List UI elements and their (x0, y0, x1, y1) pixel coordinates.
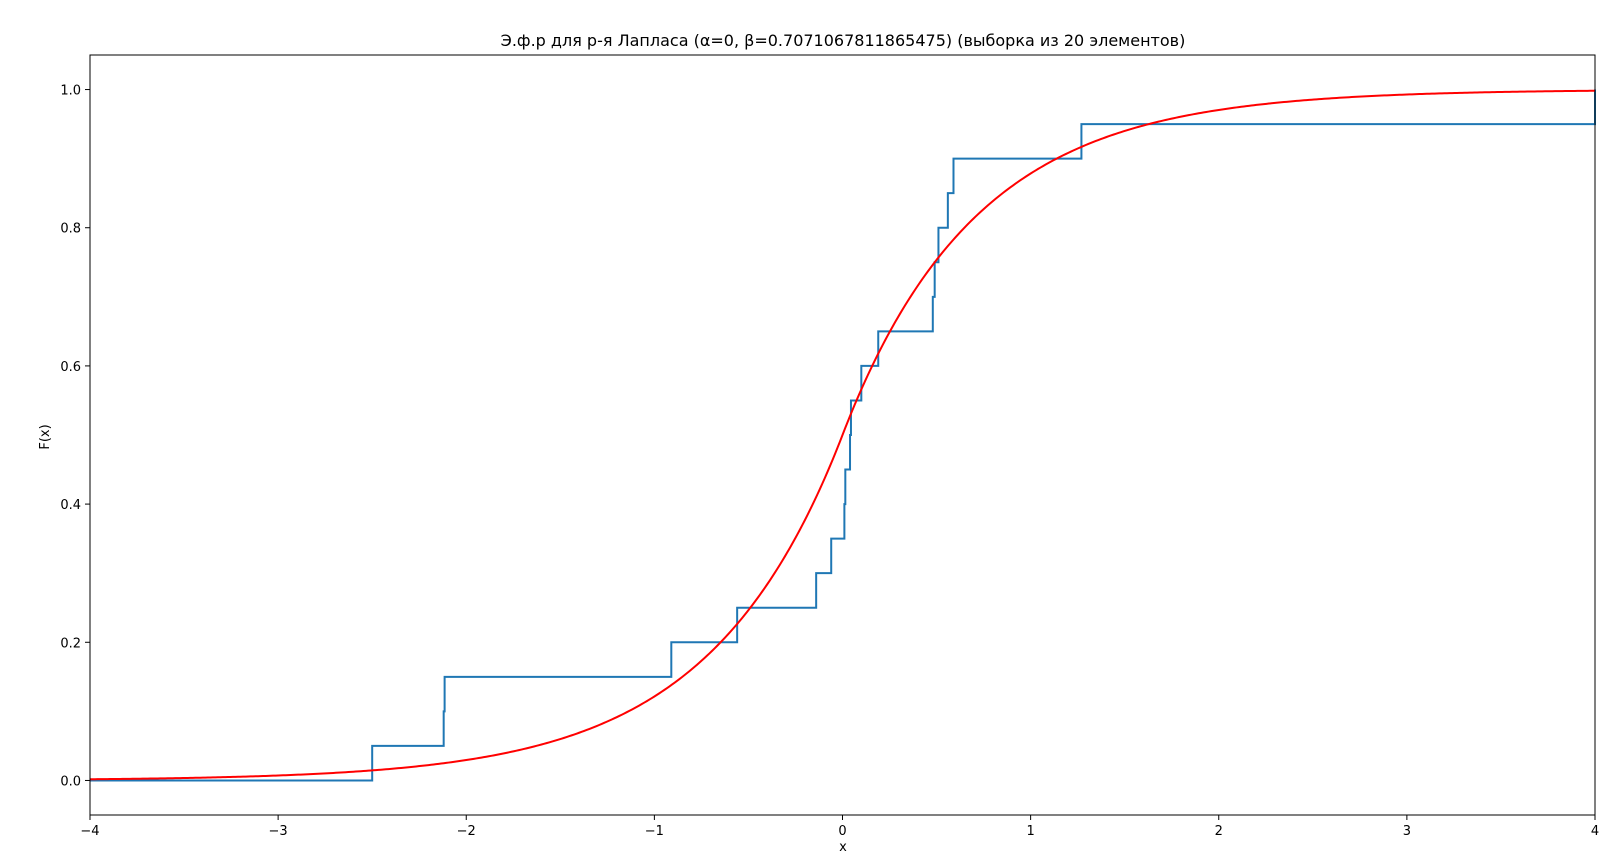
x-tick-label: −1 (645, 824, 664, 839)
x-axis-label: x (839, 840, 847, 855)
series-layer (89, 89, 1596, 782)
empirical-cdf-line (90, 89, 1596, 782)
x-tick-label: −2 (457, 824, 476, 839)
x-tick-label: 4 (1591, 824, 1599, 839)
y-tick-label: 0.6 (60, 360, 81, 375)
y-tick-label: 0.2 (60, 636, 81, 651)
x-tick-label: 2 (1215, 824, 1223, 839)
x-tick-label: 1 (1026, 824, 1034, 839)
x-tick-label: −3 (269, 824, 288, 839)
y-axis: 0.0 0.2 0.4 0.6 0.8 1.0 (60, 84, 90, 789)
y-axis-label: F(x) (38, 424, 53, 449)
x-tick-label: 3 (1403, 824, 1411, 839)
theoretical-cdf-line (89, 89, 1596, 781)
x-axis: −4 −3 −2 −1 0 1 2 3 4 (80, 815, 1599, 839)
y-tick-label: 0.4 (60, 498, 81, 513)
y-tick-label: 0.0 (60, 774, 81, 789)
x-tick-label: −4 (80, 824, 99, 839)
y-tick-label: 1.0 (60, 84, 81, 99)
x-tick-label: 0 (838, 824, 846, 839)
chart-title: Э.ф.р для р-я Лапласа (α=0, β=0.70710678… (501, 31, 1186, 50)
y-tick-label: 0.8 (60, 222, 81, 237)
